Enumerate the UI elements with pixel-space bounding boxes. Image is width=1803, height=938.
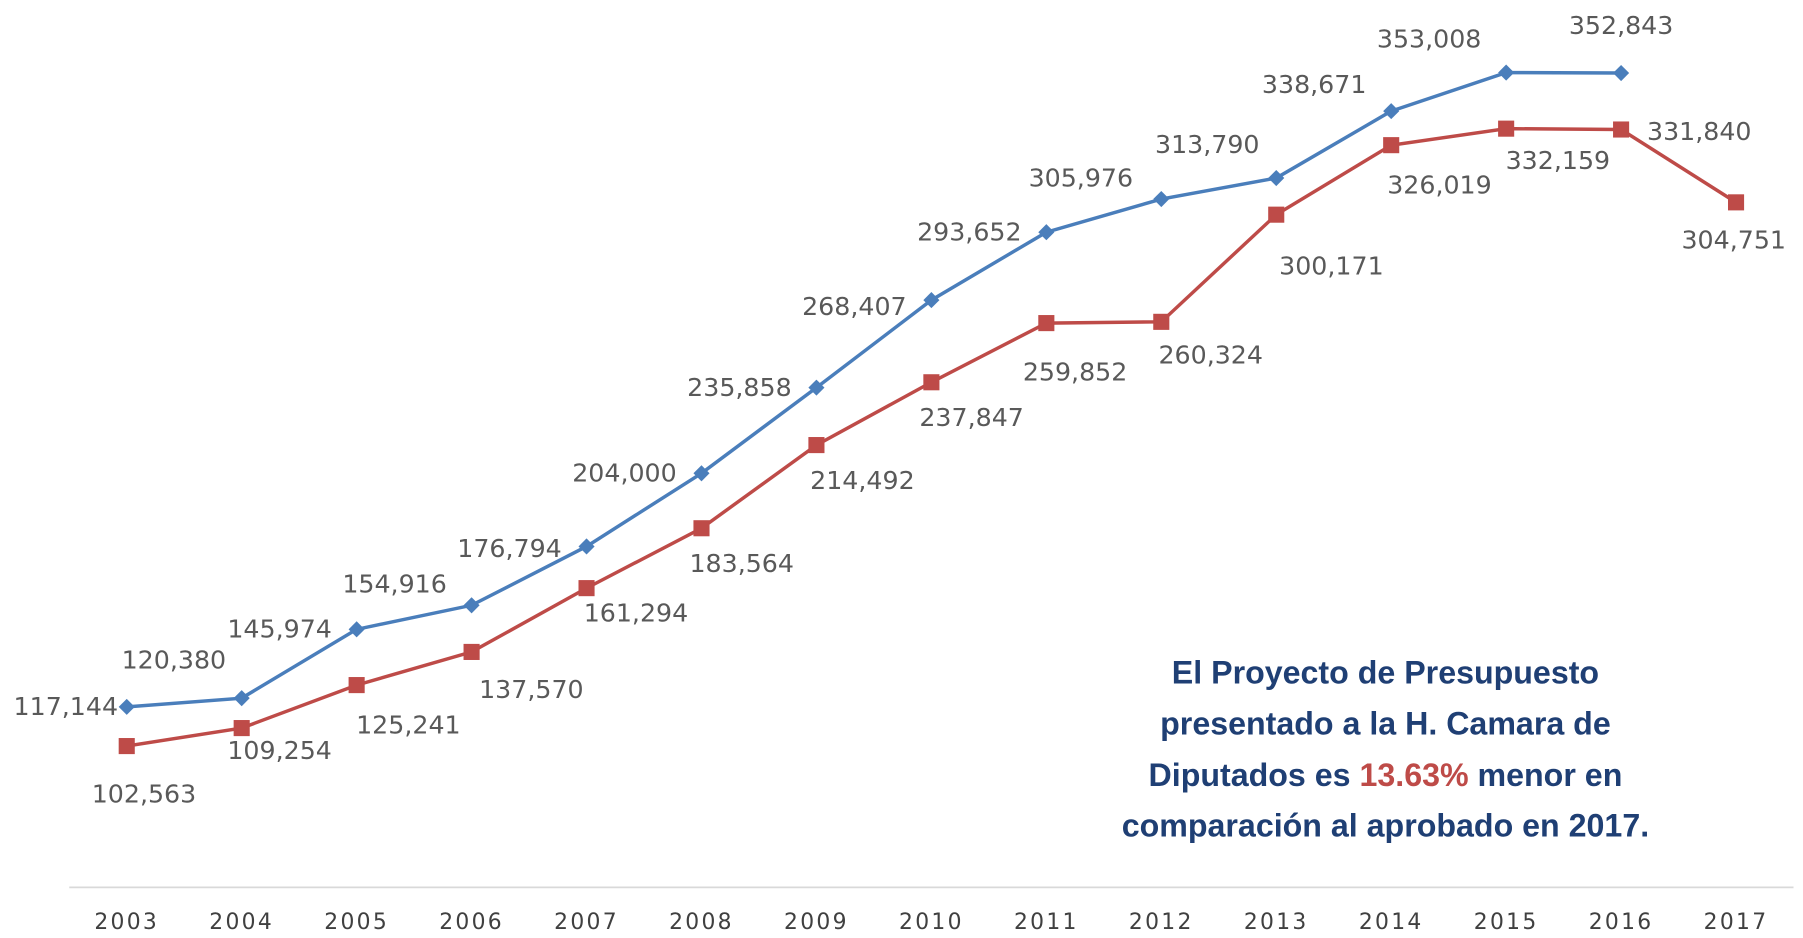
data-label: 237,847: [919, 403, 1023, 432]
point: [463, 643, 480, 660]
annotation: comparación al aprobado en 2017.: [1122, 808, 1649, 844]
x-tick-label: 2006: [439, 910, 504, 935]
point: [1383, 137, 1400, 154]
point: [1268, 170, 1285, 187]
point: [1498, 64, 1515, 81]
point: [1613, 121, 1630, 138]
x-tick-label: 2003: [94, 910, 159, 935]
point: [1268, 206, 1285, 223]
point: [578, 538, 595, 555]
point: [1038, 315, 1055, 332]
point: [923, 374, 940, 391]
point: [1383, 103, 1400, 120]
data-label: 305,976: [1029, 164, 1133, 193]
point: [233, 720, 250, 737]
annotation-part: Diputados es: [1149, 757, 1360, 793]
x-tick-label: 2016: [1589, 910, 1654, 935]
data-label: 338,671: [1262, 70, 1366, 99]
annotation-part: menor en: [1469, 757, 1623, 793]
data-label: 304,751: [1682, 225, 1786, 254]
point: [578, 580, 595, 597]
data-label: 313,790: [1155, 130, 1259, 159]
x-tick-label: 2005: [324, 910, 389, 935]
annotation: Diputados es 13.63% menor en: [1149, 757, 1623, 793]
point: [118, 738, 135, 755]
data-label: 331,840: [1647, 117, 1751, 146]
point: [233, 690, 250, 707]
point: [693, 520, 710, 537]
point: [1153, 313, 1170, 330]
point: [1498, 120, 1515, 137]
data-label: 326,019: [1387, 171, 1491, 200]
data-label: 235,858: [687, 373, 791, 402]
point: [463, 597, 480, 614]
annotation: presentado a la H. Camara de: [1160, 705, 1611, 741]
point: [348, 677, 365, 694]
data-label: 332,159: [1506, 146, 1610, 175]
point: [808, 437, 825, 454]
x-tick-label: 2010: [899, 910, 964, 935]
series-line: [126, 70, 1622, 709]
data-label: 176,794: [457, 534, 561, 563]
x-tick-label: 2012: [1129, 910, 1194, 935]
data-label: 102,563: [92, 780, 196, 809]
data-label: 109,254: [227, 736, 331, 765]
point: [348, 621, 365, 638]
data-label: 145,974: [227, 614, 331, 643]
point: [693, 465, 710, 482]
data-label: 183,564: [689, 549, 793, 578]
data-label: 352,843: [1569, 11, 1673, 40]
data-label: 137,570: [479, 675, 583, 704]
annotation-part: 13.63%: [1359, 757, 1468, 793]
point: [1038, 224, 1055, 241]
data-label: 300,171: [1279, 252, 1383, 281]
data-label: 353,008: [1377, 24, 1481, 53]
x-tick-label: 2014: [1359, 910, 1424, 935]
data-label: 204,000: [572, 458, 676, 487]
x-tick-label: 2013: [1244, 910, 1309, 935]
data-label: 268,407: [802, 292, 906, 321]
x-tick-label: 2015: [1474, 910, 1539, 935]
data-label: 125,241: [356, 710, 460, 739]
data-label: 293,652: [917, 217, 1021, 246]
x-tick-label: 2004: [209, 910, 274, 935]
annotation: El Proyecto de Presupuesto: [1172, 654, 1599, 690]
data-label: 154,916: [342, 570, 446, 599]
point: [1613, 64, 1630, 82]
x-tick-label: 2017: [1704, 910, 1769, 935]
x-tick-label: 2009: [784, 910, 849, 935]
point: [118, 698, 135, 715]
data-label: 117,144: [14, 692, 118, 721]
data-label: 120,380: [122, 645, 226, 674]
point: [1153, 191, 1170, 208]
point: [1727, 194, 1745, 211]
x-tick-label: 2007: [554, 910, 619, 935]
data-label: 214,492: [810, 466, 914, 495]
data-label: 259,852: [1023, 358, 1127, 387]
data-label: 161,294: [584, 599, 688, 628]
data-label: 260,324: [1158, 340, 1262, 369]
x-tick-label: 2011: [1014, 910, 1079, 935]
x-tick-label: 2008: [669, 910, 734, 935]
